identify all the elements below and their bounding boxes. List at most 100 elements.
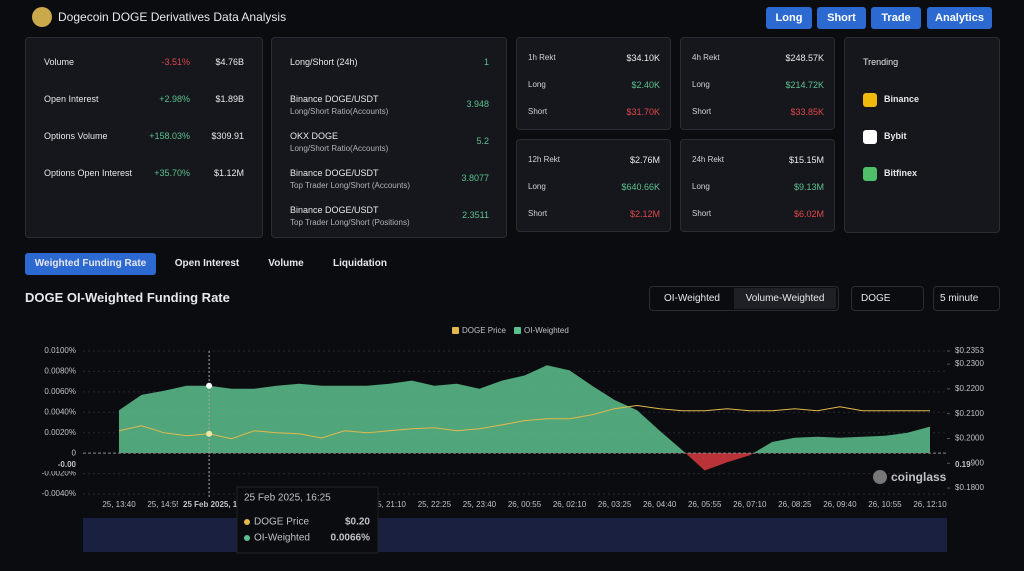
rekt-total: $15.15M	[788, 155, 824, 165]
page-title: Dogecoin DOGE Derivatives Data Analysis	[58, 10, 287, 24]
rekt-long: $640.66K	[621, 182, 660, 192]
legend-swatch	[514, 327, 521, 334]
watermark-icon	[873, 470, 887, 484]
trending-item[interactable]: Binance	[884, 94, 920, 104]
ls-subtitle: Long/Short Ratio(Accounts)	[290, 107, 389, 116]
tooltip-name: OI-Weighted	[254, 533, 310, 544]
x-tick-label: 26, 10:55	[868, 500, 902, 509]
stat-change: -3.51%	[161, 57, 190, 67]
tooltip-name: DOGE Price	[254, 517, 309, 528]
interval-value: 5 minute	[940, 293, 979, 304]
x-tick-label: 26, 00:55	[508, 500, 542, 509]
interval-select[interactable]	[933, 286, 1000, 311]
cursor-label: 0.19	[955, 460, 971, 469]
crosshair-point	[206, 430, 213, 437]
x-tick-label: 26, 09:40	[823, 500, 857, 509]
x-tick-label: 25, 21:10	[373, 500, 407, 509]
x-tick-label: 26, 04:40	[643, 500, 677, 509]
rekt-card	[516, 139, 671, 232]
toggle[interactable]: Volume-Weighted	[734, 288, 836, 309]
ls-title: Binance DOGE/USDT	[290, 94, 379, 104]
rekt-long-label: Long	[692, 182, 710, 191]
y-tick-label: 0.0080%	[44, 367, 76, 376]
ls-value: 2.3511	[462, 210, 489, 220]
legend-swatch	[452, 327, 459, 334]
exchange-icon	[863, 93, 877, 107]
rekt-card	[680, 37, 835, 130]
rekt-title: 12h Rekt	[528, 155, 561, 164]
rekt-short-label: Short	[692, 209, 712, 218]
header-button[interactable]: Long	[766, 7, 812, 29]
x-tick-label: 26, 07:10	[733, 500, 767, 509]
rekt-short: $6.02M	[793, 209, 824, 219]
stat-value: $4.76B	[215, 57, 244, 67]
coin-select[interactable]	[851, 286, 924, 311]
tooltip-dot	[244, 519, 250, 525]
toggle-group[interactable]	[649, 286, 839, 311]
trending-title: Trending	[863, 57, 899, 67]
rekt-title: 24h Rekt	[692, 155, 725, 164]
y2-tick-label: $0.2000	[955, 434, 984, 443]
y2-tick-label: $0.1800	[955, 483, 984, 492]
funding-area	[119, 365, 930, 471]
header-button[interactable]: Trade	[871, 7, 921, 29]
cursor-label-bg	[950, 458, 970, 471]
toggle[interactable]: OI-Weighted	[651, 288, 733, 309]
tooltip-time: 25 Feb 2025, 16:25	[244, 493, 331, 504]
rekt-short: $31.70K	[626, 107, 660, 117]
exchange-icon	[863, 167, 877, 181]
x-tick-label: 26, 05:55	[688, 500, 722, 509]
rekt-long: $2.40K	[631, 80, 660, 90]
stat-change: +35.70%	[154, 168, 190, 178]
ls-title: Binance DOGE/USDT	[290, 168, 379, 178]
legend-label: DOGE Price	[462, 326, 507, 335]
header-button[interactable]: Analytics	[927, 7, 992, 29]
rekt-title: 1h Rekt	[528, 53, 556, 62]
y2-tick-label: $0.2200	[955, 384, 984, 393]
tab[interactable]: Open Interest	[174, 258, 240, 269]
exchange-icon	[863, 130, 877, 144]
x-tick-label: 25, 13:40	[102, 500, 136, 509]
rekt-short-label: Short	[528, 209, 548, 218]
stat-label: Open Interest	[44, 94, 99, 104]
rekt-long-label: Long	[528, 182, 546, 191]
stat-value: $1.12M	[213, 168, 244, 178]
cursor-x-label: 25 Feb 2025, 16:25	[183, 500, 254, 509]
y-tick-label: -0.0020%	[42, 469, 76, 478]
rekt-card	[680, 139, 835, 232]
y-tick-label: 0.0100%	[44, 346, 76, 355]
rekt-short: $33.85K	[790, 107, 824, 117]
tab[interactable]: Volume	[268, 258, 304, 269]
rekt-short: $2.12M	[629, 209, 660, 219]
x-tick-label: 26, 03:25	[598, 500, 632, 509]
long-short-card	[271, 37, 507, 238]
tooltip	[236, 486, 379, 554]
price-line	[118, 404, 930, 440]
rekt-total: $248.57K	[785, 53, 824, 63]
y-tick-label: 0.0040%	[44, 407, 76, 416]
trending-item[interactable]: Bybit	[884, 131, 907, 141]
section-title: DOGE OI-Weighted Funding Rate	[25, 290, 230, 305]
stat-value: $309.91	[211, 131, 244, 141]
cursor-label: -0.00	[58, 460, 77, 469]
tab[interactable]: Weighted Funding Rate	[25, 253, 156, 275]
rekt-long-label: Long	[692, 80, 710, 89]
ls-title: Long/Short (24h)	[290, 57, 358, 67]
navigator	[83, 518, 947, 552]
rekt-card	[516, 37, 671, 130]
rekt-short-label: Short	[528, 107, 548, 116]
x-tick-label: 25, 22:25	[418, 500, 452, 509]
x-tick-label: 25, 14:55	[147, 500, 181, 509]
header-button[interactable]: Short	[817, 7, 866, 29]
ls-title: OKX DOGE	[290, 131, 339, 141]
logo	[32, 7, 52, 27]
y-tick-label: 0.0060%	[44, 387, 76, 396]
tab[interactable]: Liquidation	[333, 258, 387, 269]
trending-item[interactable]: Bitfinex	[884, 168, 918, 178]
rekt-long: $9.13M	[793, 182, 824, 192]
x-tick-label: 26, 12:10	[913, 500, 947, 509]
overview-card	[25, 37, 263, 238]
stat-label: Options Open Interest	[44, 168, 133, 178]
tooltip-value: 0.0066%	[331, 533, 371, 544]
